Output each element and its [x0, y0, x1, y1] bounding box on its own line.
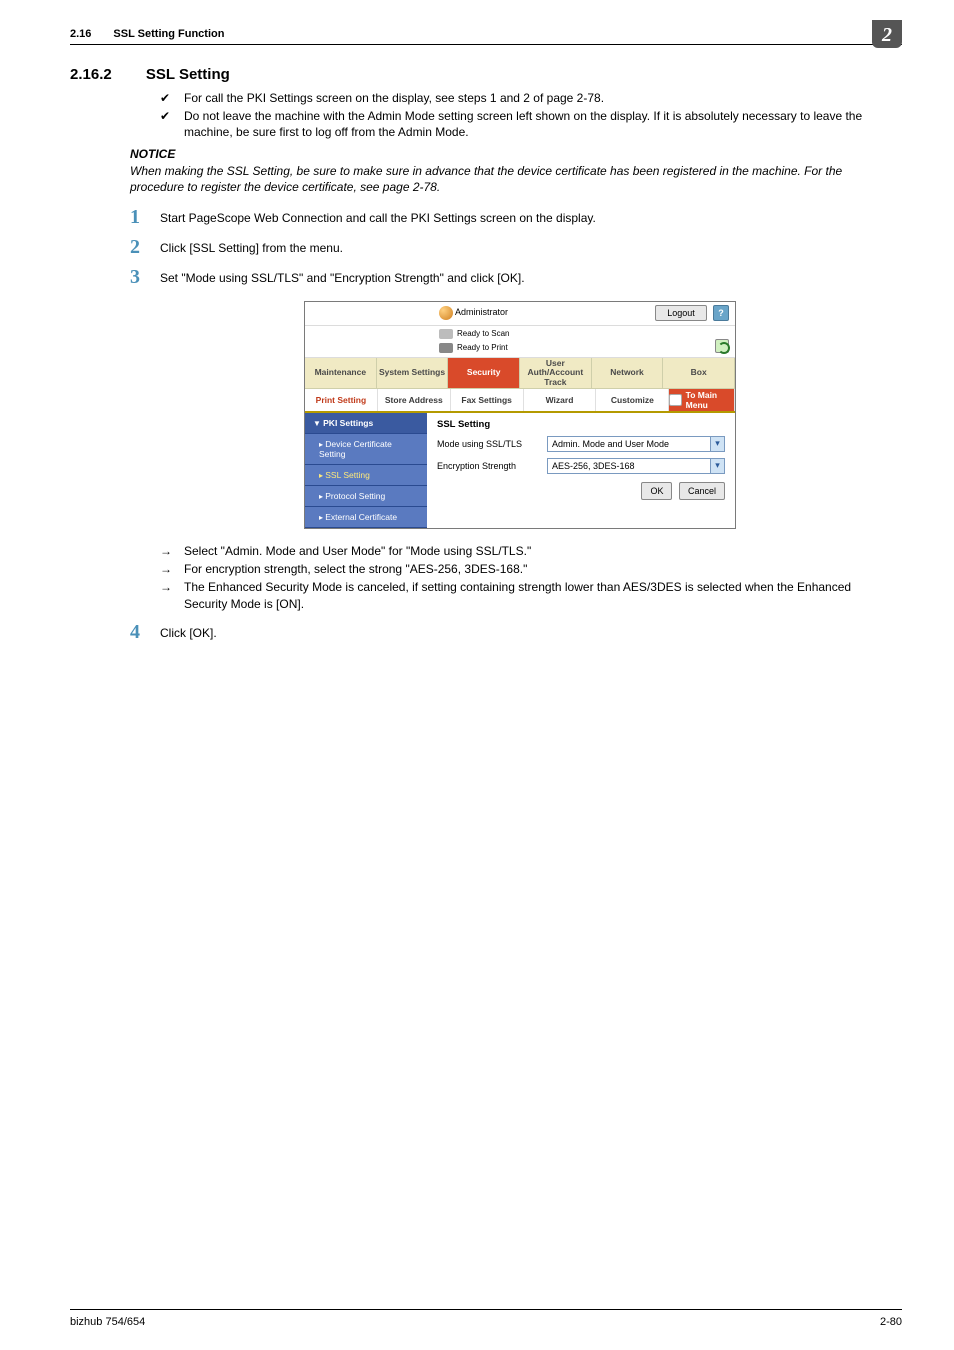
sidebar-item-protocol[interactable]: Protocol Setting	[305, 486, 427, 507]
print-status-text: Ready to Print	[457, 343, 508, 352]
tab-to-main-menu-label: To Main Menu	[686, 390, 734, 410]
printer-icon	[439, 343, 453, 353]
encryption-strength-label: Encryption Strength	[437, 461, 547, 471]
cancel-button[interactable]: Cancel	[679, 482, 725, 500]
checkmark-item: Do not leave the machine with the Admin …	[160, 108, 880, 140]
scan-status-text: Ready to Scan	[457, 329, 509, 338]
chevron-down-icon: ▾	[710, 437, 724, 451]
step-text: Start PageScope Web Connection and call …	[160, 207, 596, 226]
sidebar-head-pki[interactable]: PKI Settings	[305, 413, 427, 434]
step-text: Click [OK].	[160, 622, 217, 641]
step-number: 2	[130, 237, 160, 257]
checkmark-list: For call the PKI Settings screen on the …	[160, 90, 880, 141]
sidebar-item-external-cert[interactable]: External Certificate	[305, 507, 427, 528]
notice-title: NOTICE	[130, 147, 880, 161]
tab-security[interactable]: Security	[448, 358, 520, 388]
step-row: 3 Set "Mode using SSL/TLS" and "Encrypti…	[130, 267, 880, 287]
ok-button[interactable]: OK	[641, 482, 672, 500]
tab-box[interactable]: Box	[663, 358, 735, 388]
logout-button[interactable]: Logout	[655, 305, 707, 321]
shot-body: PKI Settings Device Certificate Setting …	[305, 413, 735, 528]
footer-rule	[70, 1309, 902, 1310]
screenshot-panel: Administrator Logout ? Ready to Scan Rea…	[304, 301, 736, 529]
checkmark-item: For call the PKI Settings screen on the …	[160, 90, 880, 106]
tab-print-setting[interactable]: Print Setting	[305, 389, 378, 411]
footer-page-number: 2-80	[880, 1316, 902, 1328]
tab-wizard[interactable]: Wizard	[524, 389, 597, 411]
refresh-button[interactable]	[715, 339, 729, 353]
section-heading-title: SSL Setting	[146, 66, 230, 83]
mode-ssl-label: Mode using SSL/TLS	[437, 439, 547, 449]
step-text: Click [SSL Setting] from the menu.	[160, 237, 343, 256]
help-button[interactable]: ?	[713, 305, 729, 321]
step-number: 3	[130, 267, 160, 287]
mode-ssl-select[interactable]: Admin. Mode and User Mode ▾	[547, 436, 725, 452]
tab-fax-settings[interactable]: Fax Settings	[451, 389, 524, 411]
tab-customize[interactable]: Customize	[596, 389, 669, 411]
shot-sidebar: PKI Settings Device Certificate Setting …	[305, 413, 427, 528]
step-row: 4 Click [OK].	[130, 622, 880, 642]
encryption-strength-select-value: AES-256, 3DES-168	[552, 461, 635, 471]
section-heading-number: 2.16.2	[70, 66, 112, 83]
administrator-label: Administrator	[455, 307, 508, 317]
arrow-item: Select "Admin. Mode and User Mode" for "…	[160, 543, 880, 559]
header-rule	[70, 44, 902, 45]
shot-topbar: Administrator Logout ?	[305, 302, 735, 326]
step-row: 2 Click [SSL Setting] from the menu.	[130, 237, 880, 257]
step-number: 4	[130, 622, 160, 642]
chapter-tab: 2	[872, 20, 902, 48]
encryption-strength-select[interactable]: AES-256, 3DES-168 ▾	[547, 458, 725, 474]
arrow-item: For encryption strength, select the stro…	[160, 561, 880, 577]
step-row: 1 Start PageScope Web Connection and cal…	[130, 207, 880, 227]
administrator-icon	[439, 306, 453, 320]
sidebar-item-device-cert[interactable]: Device Certificate Setting	[305, 434, 427, 465]
arrow-item: The Enhanced Security Mode is canceled, …	[160, 579, 880, 611]
footer-model: bizhub 754/654	[70, 1316, 145, 1328]
arrow-list: Select "Admin. Mode and User Mode" for "…	[160, 543, 880, 612]
panel-title: SSL Setting	[437, 419, 725, 430]
tab-network[interactable]: Network	[592, 358, 664, 388]
shot-main-panel: SSL Setting Mode using SSL/TLS Admin. Mo…	[427, 413, 735, 528]
notice-body: When making the SSL Setting, be sure to …	[130, 163, 880, 195]
shot-secondary-tabs: Print Setting Store Address Fax Settings…	[305, 389, 735, 413]
header-section-number: 2.16	[70, 28, 91, 40]
tab-maintenance[interactable]: Maintenance	[305, 358, 377, 388]
tab-store-address[interactable]: Store Address	[378, 389, 451, 411]
to-main-menu-icon	[669, 394, 681, 406]
tab-system-settings[interactable]: System Settings	[377, 358, 449, 388]
header-section-title: SSL Setting Function	[113, 28, 224, 40]
step-number: 1	[130, 207, 160, 227]
section-heading: 2.16.2 SSL Setting	[70, 66, 230, 83]
tab-user-auth[interactable]: User Auth/Account Track	[520, 358, 592, 388]
tab-to-main-menu[interactable]: To Main Menu	[669, 389, 735, 411]
step-text: Set "Mode using SSL/TLS" and "Encryption…	[160, 267, 525, 286]
shot-primary-tabs: Maintenance System Settings Security Use…	[305, 358, 735, 389]
mode-ssl-select-value: Admin. Mode and User Mode	[552, 439, 669, 449]
shot-status-bar: Ready to Scan Ready to Print	[305, 326, 735, 358]
scanner-icon	[439, 329, 453, 339]
chevron-down-icon: ▾	[710, 459, 724, 473]
sidebar-item-ssl-setting[interactable]: SSL Setting	[305, 465, 427, 486]
